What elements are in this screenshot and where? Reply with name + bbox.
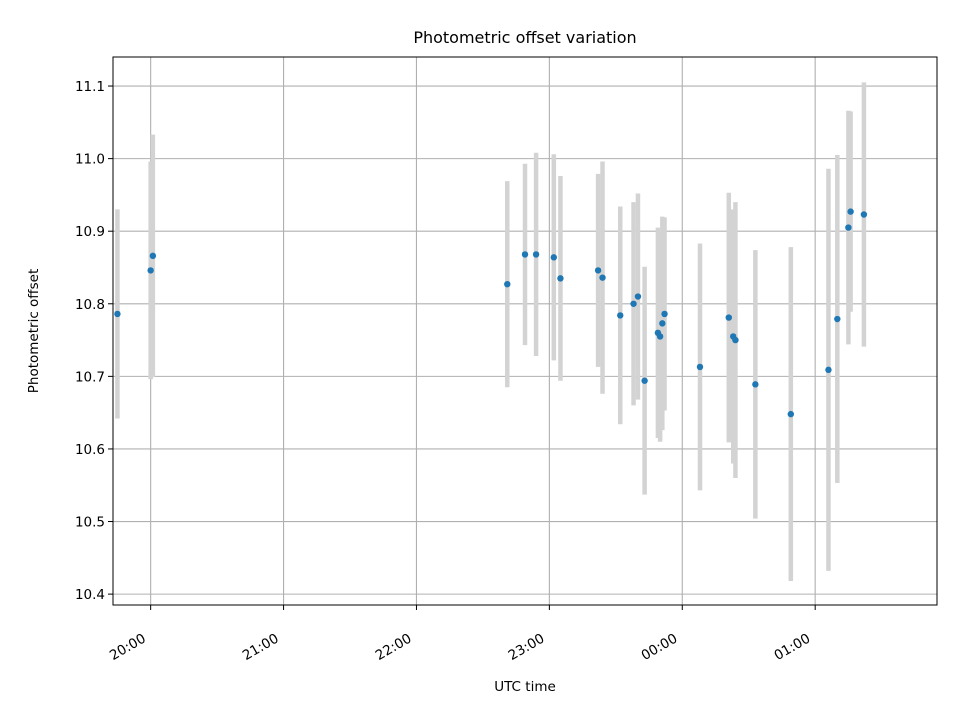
data-point bbox=[114, 310, 121, 318]
x-axis-label: UTC time bbox=[494, 679, 556, 695]
y-tick-label: 11.1 bbox=[75, 79, 105, 95]
y-axis-label: Photometric offset bbox=[26, 269, 42, 393]
data-point bbox=[532, 251, 540, 258]
data-point bbox=[752, 381, 759, 388]
data-point bbox=[557, 275, 564, 282]
data-point bbox=[732, 336, 739, 344]
data-point bbox=[149, 252, 157, 260]
y-tick-label: 10.5 bbox=[75, 515, 105, 531]
data-point bbox=[725, 314, 732, 321]
data-point bbox=[634, 293, 642, 300]
data-point bbox=[661, 310, 668, 318]
y-tick-label: 10.7 bbox=[75, 369, 105, 385]
y-tick-label: 10.8 bbox=[75, 297, 105, 313]
data-point bbox=[696, 363, 704, 371]
data-point bbox=[847, 208, 854, 215]
chart-title: Photometric offset variation bbox=[413, 28, 636, 47]
data-point bbox=[617, 312, 624, 319]
marker-layer bbox=[114, 208, 868, 418]
data-point bbox=[521, 251, 529, 258]
plot-frame bbox=[112, 56, 938, 606]
data-point bbox=[550, 254, 557, 261]
data-point bbox=[599, 274, 606, 281]
data-point bbox=[641, 377, 648, 384]
data-point bbox=[656, 333, 664, 340]
y-tick-label: 11.0 bbox=[75, 152, 105, 168]
data-point bbox=[845, 224, 852, 231]
data-point bbox=[147, 267, 154, 274]
data-point bbox=[825, 366, 832, 374]
data-point bbox=[860, 211, 868, 218]
y-axis-ticks: 10.4 10.5 10.6 10.7 10.8 10.9 11.0 11.1 bbox=[75, 79, 113, 603]
data-point bbox=[504, 280, 511, 288]
data-point bbox=[834, 315, 841, 323]
y-tick-label: 10.4 bbox=[75, 587, 105, 603]
data-point bbox=[630, 300, 637, 307]
data-point bbox=[594, 267, 602, 274]
y-tick-label: 10.6 bbox=[75, 442, 105, 458]
y-tick-label: 10.9 bbox=[75, 224, 105, 240]
data-point bbox=[659, 320, 666, 327]
data-point bbox=[787, 410, 795, 418]
